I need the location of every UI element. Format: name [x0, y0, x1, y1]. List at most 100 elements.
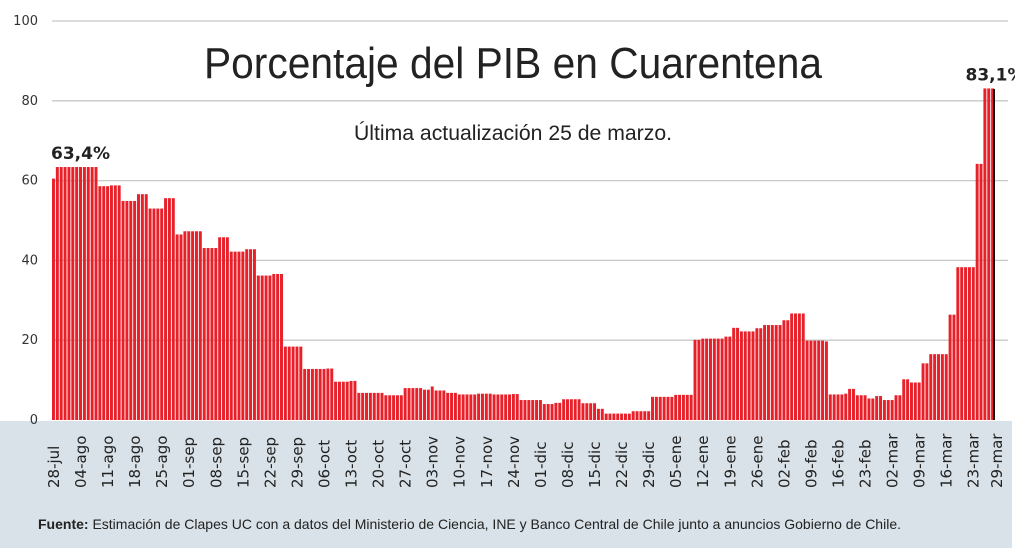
bar — [480, 393, 484, 420]
bar — [933, 354, 937, 420]
bar — [415, 388, 419, 420]
bar — [461, 394, 465, 420]
bar — [581, 403, 585, 420]
bar — [175, 234, 179, 420]
bar — [813, 340, 817, 420]
bar — [747, 331, 751, 420]
bar — [844, 393, 848, 420]
bar — [589, 403, 593, 420]
x-tick-label: 25-ago — [153, 436, 171, 488]
bar — [670, 396, 674, 420]
bar — [623, 413, 627, 420]
bar — [689, 394, 693, 420]
bar — [395, 395, 399, 420]
bar — [349, 380, 353, 420]
bar — [442, 390, 446, 420]
bar — [890, 400, 894, 420]
bar — [535, 400, 539, 420]
bar — [233, 251, 237, 420]
bar — [307, 368, 311, 420]
bar — [198, 231, 202, 420]
source-footer: Fuente: Estimación de Clapes UC con a da… — [38, 516, 901, 532]
bar — [770, 325, 774, 420]
bar — [523, 400, 527, 420]
bar — [809, 340, 813, 420]
bar — [852, 388, 855, 420]
bar — [527, 400, 531, 420]
bar — [179, 234, 183, 420]
bar — [678, 394, 682, 420]
bar — [376, 392, 380, 420]
bar — [140, 194, 144, 420]
bar — [249, 249, 253, 420]
data-label: 63,4% — [51, 144, 110, 164]
bar — [573, 399, 577, 420]
axis-band-background — [0, 421, 1012, 548]
bar — [164, 198, 168, 420]
source-label: Fuente: — [38, 516, 89, 532]
y-tick-label: 0 — [30, 413, 38, 428]
bar — [52, 178, 55, 420]
bar — [967, 267, 971, 420]
bar — [956, 267, 960, 420]
x-tick-label: 02-feb — [775, 439, 793, 488]
bar — [94, 167, 98, 420]
bar — [287, 346, 291, 420]
bar — [531, 400, 535, 420]
bar — [662, 396, 666, 420]
bar — [705, 338, 709, 420]
bar — [913, 382, 917, 420]
bar — [310, 368, 314, 420]
x-tick-label: 15-dic — [586, 442, 604, 488]
bar — [917, 382, 921, 420]
bar — [438, 390, 442, 420]
bar — [330, 368, 334, 420]
bar — [75, 167, 79, 420]
bar — [863, 395, 867, 420]
bar — [712, 338, 716, 420]
bar — [674, 394, 678, 420]
x-tick-label: 23-mar — [965, 433, 983, 488]
bar — [109, 185, 113, 420]
bar — [882, 400, 886, 420]
bar — [384, 395, 388, 420]
bar — [562, 399, 566, 420]
bar — [836, 394, 840, 420]
bar — [736, 327, 740, 420]
bar — [983, 88, 987, 421]
bar — [832, 394, 836, 420]
bar — [620, 413, 624, 420]
x-tick-label: 05-ene — [667, 436, 685, 488]
bar — [276, 273, 280, 420]
x-tick-label: 03-nov — [424, 436, 442, 488]
bar — [909, 382, 913, 420]
bar — [538, 400, 542, 420]
x-tick-label: 12-ene — [694, 436, 712, 488]
bar — [392, 395, 396, 420]
bar — [299, 346, 303, 420]
x-tick-label: 20-oct — [370, 440, 388, 488]
bar — [82, 167, 86, 420]
x-tick-label: 24-nov — [505, 436, 523, 488]
bar — [137, 194, 140, 420]
bar — [639, 411, 643, 420]
y-tick-label: 100 — [13, 14, 38, 29]
bar — [701, 338, 705, 420]
bar — [388, 395, 392, 420]
x-tick-label: 10-nov — [451, 436, 469, 488]
bar — [906, 379, 910, 420]
bar — [268, 275, 272, 420]
bar — [940, 354, 944, 420]
bar — [824, 341, 828, 420]
bar — [554, 402, 558, 420]
x-tick-label: 04-ago — [72, 436, 90, 488]
bar — [855, 395, 859, 420]
x-tick-label: 16-feb — [830, 439, 848, 488]
bar — [732, 327, 736, 420]
bar — [353, 380, 357, 420]
bar — [187, 231, 191, 420]
bar — [473, 394, 477, 420]
bar — [368, 392, 372, 420]
bar — [654, 396, 658, 420]
